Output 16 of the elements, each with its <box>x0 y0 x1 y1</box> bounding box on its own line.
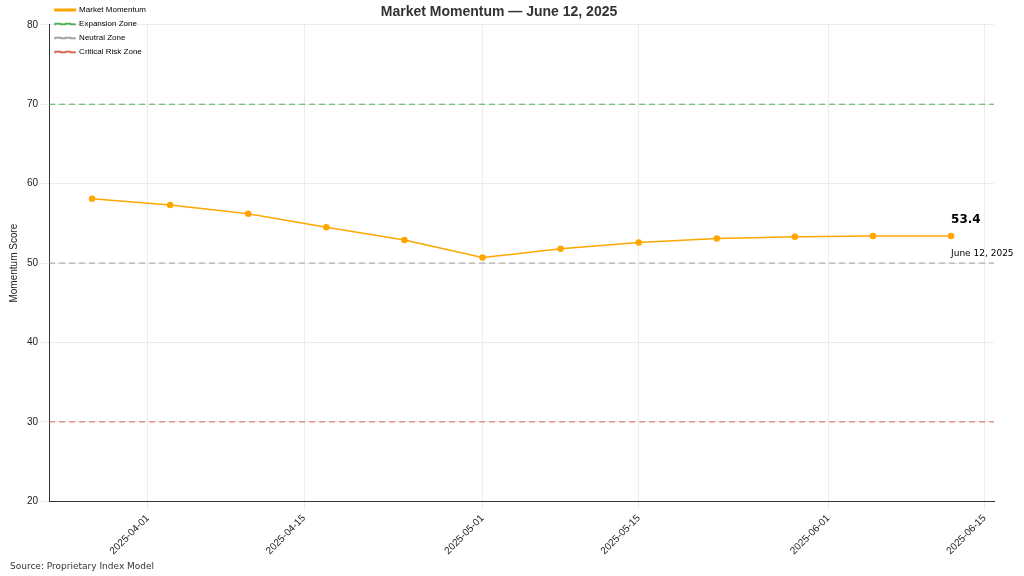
legend-label: Expansion Zone <box>79 19 138 29</box>
chart-title: Market Momentum — June 12, 2025 <box>380 3 618 20</box>
legend-label: Neutral Zone <box>79 33 126 43</box>
y-tick-label: 30 <box>27 415 39 427</box>
y-tick-label: 20 <box>27 495 39 507</box>
legend-label: Critical Risk Zone <box>79 47 143 57</box>
y-tick-label: 80 <box>27 18 39 30</box>
y-axis-title: Momentum Score <box>7 223 19 303</box>
source-note: Source: Proprietary Index Model <box>10 561 155 571</box>
legend-label: Market Momentum <box>79 5 147 15</box>
y-tick-label: 50 <box>27 256 39 268</box>
y-tick-label: 40 <box>27 336 39 348</box>
y-tick-label: 70 <box>27 97 39 109</box>
y-tick-label: 60 <box>27 177 39 189</box>
annotation: 53.4 <box>951 212 981 227</box>
annotation: June 12, 2025 <box>950 248 1014 259</box>
